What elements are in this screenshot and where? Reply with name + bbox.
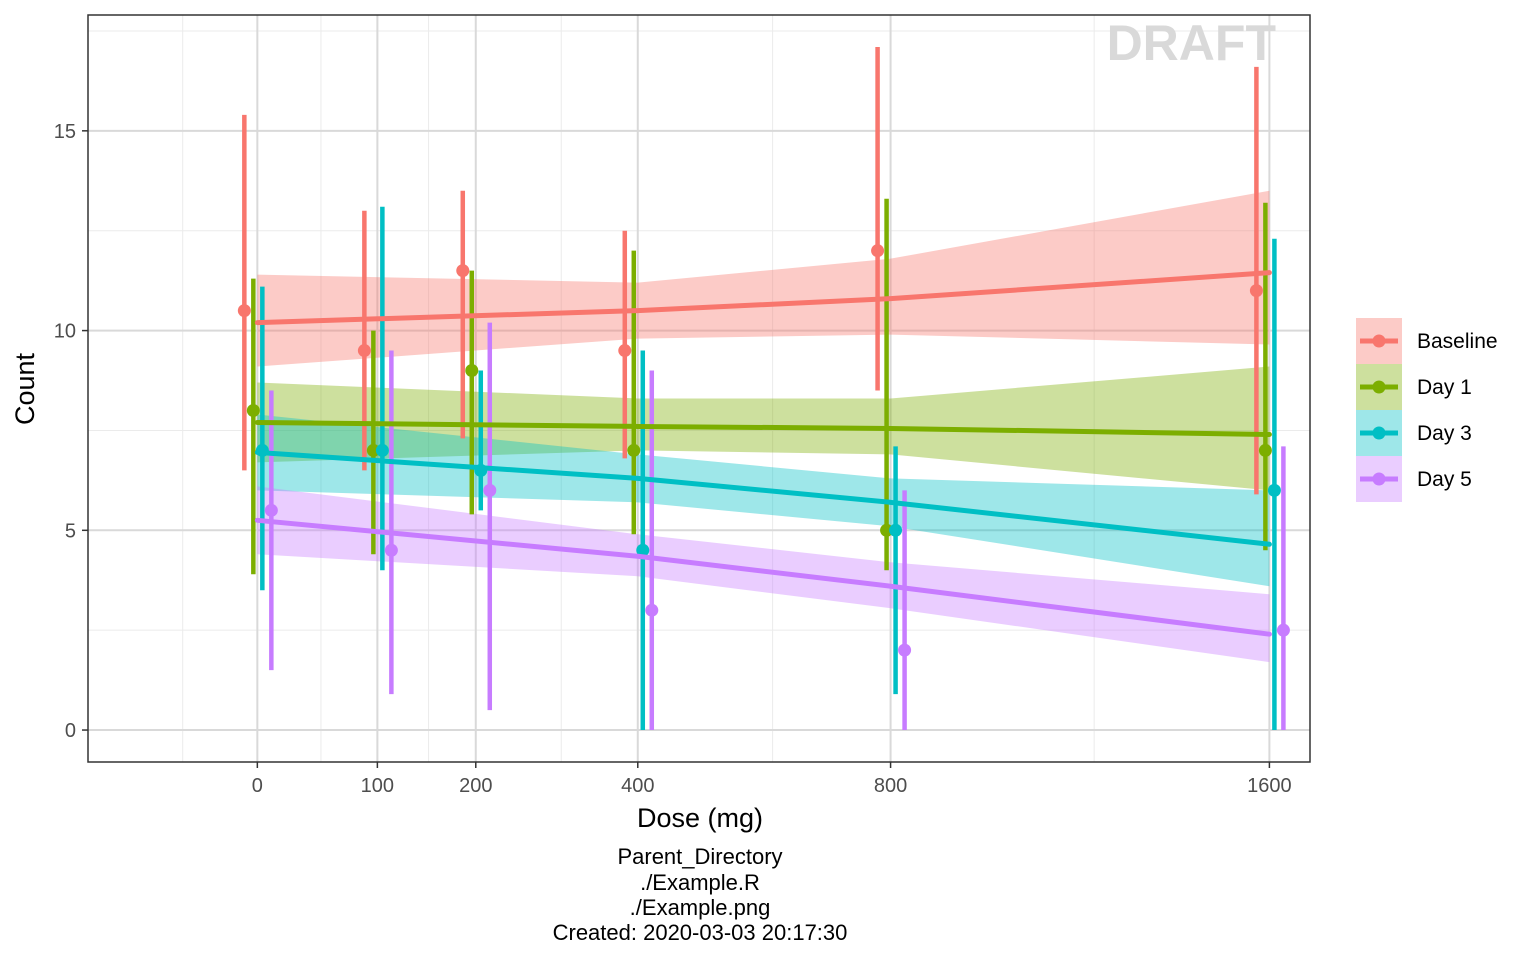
data-point-day-3: [375, 443, 389, 457]
data-point-day-5: [1276, 623, 1290, 637]
panel-border: [87, 14, 1311, 763]
legend: Baseline Day 1 Day 3 Day 5: [1356, 318, 1498, 502]
y-axis-title: Count: [10, 352, 40, 425]
legend-point-day-1: [1372, 380, 1386, 394]
watermark: DRAFT: [1107, 15, 1276, 71]
caption-script: ./Example.R: [640, 870, 760, 895]
caption: Parent_Directory ./Example.R ./Example.p…: [553, 844, 848, 945]
caption-image: ./Example.png: [630, 895, 771, 920]
x-tick-label: 200: [459, 775, 492, 797]
ribbon-day-3: [257, 414, 1270, 587]
x-tick-label: 1600: [1247, 775, 1292, 797]
data-point-day-5: [645, 603, 659, 617]
panel-background: [88, 15, 1310, 762]
data-point-day-1: [465, 364, 479, 378]
legend-label-baseline: Baseline: [1417, 330, 1498, 353]
legend-point-day-5: [1372, 472, 1386, 486]
fit-line-day-3: [254, 449, 1272, 547]
legend-label-day-5: Day 5: [1417, 468, 1472, 491]
data-point-day-1: [246, 403, 260, 417]
data-point-baseline: [1249, 284, 1263, 298]
data-point-day-5: [384, 543, 398, 557]
data-point-baseline: [237, 304, 251, 318]
caption-created: Created: 2020-03-03 20:17:30: [553, 920, 848, 945]
caption-directory: Parent_Directory: [617, 844, 782, 869]
data-point-day-1: [627, 443, 641, 457]
x-tick-label: 400: [621, 775, 654, 797]
plot-panel: 0 5 10 15 0 100 200 400 800 1600: [54, 14, 1311, 797]
fit-line-day-5: [254, 517, 1272, 637]
data-point-day-3: [1267, 483, 1281, 497]
y-tick-label: 0: [65, 720, 76, 742]
data-point-day-5: [483, 483, 497, 497]
fit-line-day-1: [254, 419, 1272, 437]
legend-point-baseline: [1372, 334, 1386, 348]
y-tick-label: 10: [54, 321, 76, 343]
legend-point-day-3: [1372, 426, 1386, 440]
data-point-day-1: [880, 523, 894, 537]
data-point-day-3: [889, 523, 903, 537]
ribbon-day-5: [257, 486, 1270, 663]
legend-label-day-1: Day 1: [1417, 376, 1472, 399]
y-tick-label: 5: [65, 520, 76, 542]
data-point-baseline: [618, 344, 632, 358]
x-tick-label: 0: [252, 775, 263, 797]
ribbon-baseline: [257, 190, 1270, 367]
data-point-baseline: [357, 344, 371, 358]
data-point-baseline: [871, 244, 885, 258]
fit-line-baseline: [254, 270, 1272, 326]
x-axis-title: Dose (mg): [637, 803, 763, 833]
legend-label-day-3: Day 3: [1417, 422, 1472, 445]
x-tick-label: 800: [874, 775, 907, 797]
y-tick-label: 15: [54, 121, 76, 143]
data-point-baseline: [456, 264, 470, 278]
x-tick-label: 100: [361, 775, 394, 797]
data-point-day-1: [366, 443, 380, 457]
data-point-day-5: [264, 503, 278, 517]
data-point-day-3: [636, 543, 650, 557]
data-point-day-1: [1258, 443, 1272, 457]
data-point-day-5: [898, 643, 912, 657]
